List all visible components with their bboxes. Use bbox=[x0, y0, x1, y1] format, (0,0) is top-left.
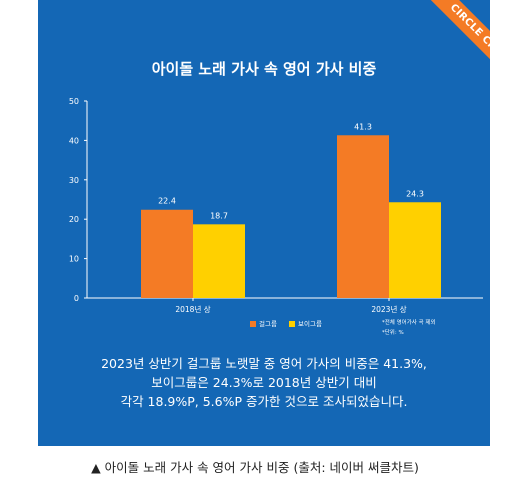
legend-label-girl-group: 걸그룹 bbox=[259, 320, 277, 328]
summary-text: 2023년 상반기 걸그룹 노랫말 중 영어 가사의 비중은 41.3%, 보이… bbox=[38, 354, 490, 411]
summary-line-1: 2023년 상반기 걸그룹 노랫말 중 영어 가사의 비중은 41.3%, bbox=[101, 356, 427, 371]
legend-item-girl-group: 걸그룹 bbox=[250, 318, 277, 328]
data-label: 41.3 bbox=[354, 122, 372, 131]
bar-boy-group bbox=[389, 202, 441, 298]
bar-boy-group bbox=[193, 224, 245, 298]
x-tick-label: 2018년 상 bbox=[175, 304, 210, 314]
y-tick-label: 20 bbox=[69, 215, 79, 224]
bar-chart: 0 10 20 30 40 50 22.4 18.7 2018년 상 41.3 24.3 2023년 … bbox=[69, 97, 483, 314]
note-exclusion: *전체 영어가사 곡 제외 bbox=[382, 320, 436, 326]
y-tick-label: 50 bbox=[69, 97, 79, 106]
summary-line-2: 보이그룹은 24.3%로 2018년 상반기 대비 bbox=[151, 375, 377, 390]
data-label: 22.4 bbox=[158, 197, 176, 206]
image-caption: ▲ 아이돌 노래 가사 속 영어 가사 비중 (출처: 네이버 써클차트) bbox=[91, 460, 419, 475]
y-tick-label: 10 bbox=[69, 255, 79, 264]
legend-swatch-girl-group bbox=[250, 321, 256, 327]
chart-notes: *전체 영어가사 곡 제외 *단위: % bbox=[382, 318, 436, 338]
x-tick-label: 2023년 상 bbox=[371, 304, 406, 314]
y-tick-label: 40 bbox=[69, 136, 79, 145]
chart-title: 아이돌 노래 가사 속 영어 가사 비중 bbox=[151, 60, 377, 78]
legend-swatch-boy-group bbox=[289, 321, 296, 327]
summary-line-3: 각각 18.9%P, 5.6%P 증가한 것으로 조사되었습니다. bbox=[120, 394, 408, 409]
legend-item-boy-group: 보이그룹 bbox=[289, 318, 322, 328]
y-tick-label: 0 bbox=[74, 294, 79, 303]
note-unit: *단위: % bbox=[382, 330, 404, 336]
bar-girl-group bbox=[337, 135, 389, 298]
data-label: 24.3 bbox=[406, 189, 424, 198]
data-label: 18.7 bbox=[210, 211, 228, 220]
legend-label-boy-group: 보이그룹 bbox=[298, 320, 322, 328]
y-tick-label: 30 bbox=[69, 176, 79, 185]
infographic-panel: CIRCLE CHART 아이돌 노래 가사 속 영어 가사 비중 0 10 20 3… bbox=[38, 0, 490, 446]
bar-girl-group bbox=[141, 209, 193, 298]
legend: 걸그룹 보이그룹 bbox=[250, 318, 332, 328]
